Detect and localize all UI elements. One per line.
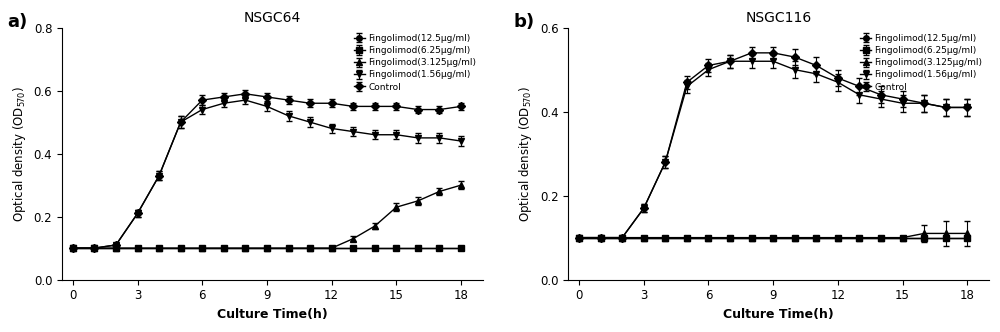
Legend: Fingolimod(12.5μg/ml), Fingolimod(6.25μg/ml), Fingolimod(3.125μg/ml), Fingolimod: Fingolimod(12.5μg/ml), Fingolimod(6.25μg… — [858, 32, 984, 93]
Y-axis label: Optical density (OD$_{570}$): Optical density (OD$_{570}$) — [517, 86, 534, 222]
Text: a): a) — [7, 13, 28, 31]
X-axis label: Culture Time(h): Culture Time(h) — [723, 308, 834, 321]
Legend: Fingolimod(12.5μg/ml), Fingolimod(6.25μg/ml), Fingolimod(3.125μg/ml), Fingolimod: Fingolimod(12.5μg/ml), Fingolimod(6.25μg… — [352, 32, 478, 93]
Y-axis label: Optical density (OD$_{570}$): Optical density (OD$_{570}$) — [11, 86, 28, 222]
X-axis label: Culture Time(h): Culture Time(h) — [217, 308, 328, 321]
Title: NSGC116: NSGC116 — [745, 11, 812, 25]
Title: NSGC64: NSGC64 — [244, 11, 301, 25]
Text: b): b) — [514, 13, 535, 31]
